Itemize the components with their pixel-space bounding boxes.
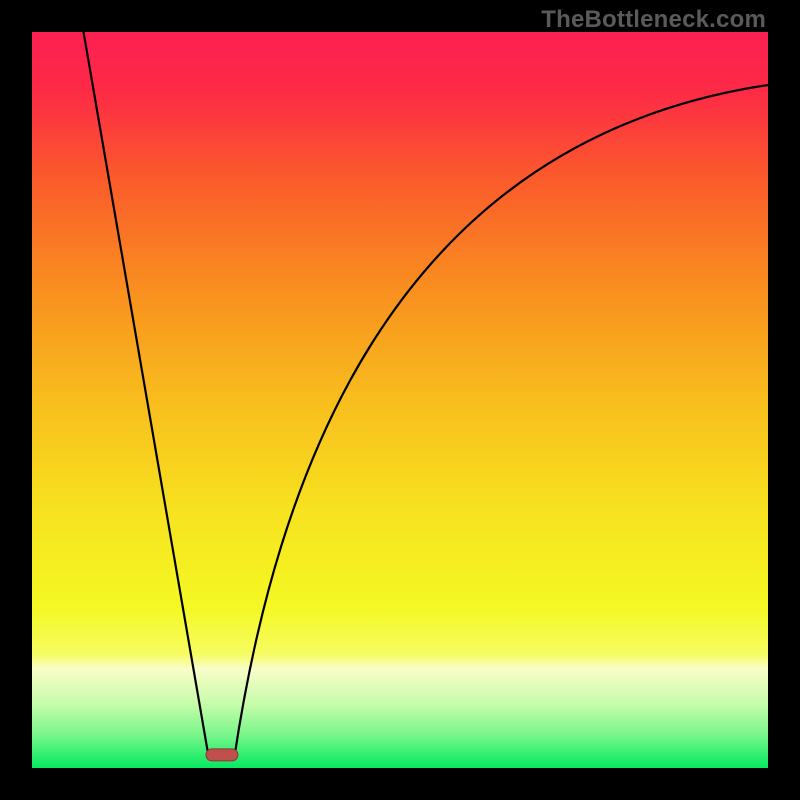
minimum-marker [205, 748, 238, 761]
curve-layer [32, 32, 768, 768]
left-curve-segment [84, 32, 209, 757]
chart-outer-frame: TheBottleneck.com [0, 0, 800, 800]
watermark-text: TheBottleneck.com [541, 6, 766, 34]
right-curve-segment [234, 85, 768, 757]
plot-area [32, 32, 768, 768]
